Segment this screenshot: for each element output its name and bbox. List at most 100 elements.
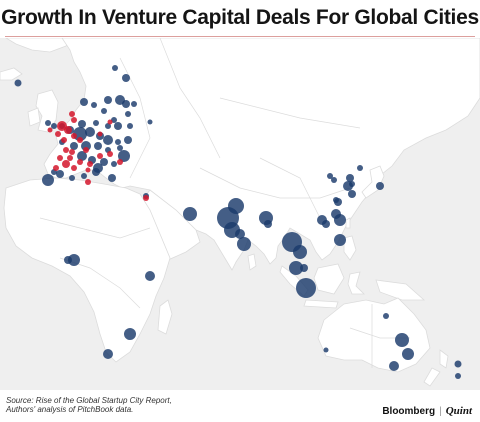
city-bubble	[322, 220, 330, 228]
city-bubble	[235, 229, 245, 239]
city-bubble-highlight	[83, 147, 89, 153]
brand-name-quint: Quint	[445, 405, 472, 417]
city-bubble-highlight	[87, 161, 93, 167]
city-bubble-highlight	[47, 127, 53, 133]
land-australia	[317, 297, 431, 373]
land-newguinea	[375, 279, 426, 301]
source-line: Authors' analysis of PitchBook data.	[6, 405, 134, 414]
city-bubble	[14, 79, 22, 87]
country-border	[199, 167, 351, 199]
brand-logo: Bloomberg | Quint	[382, 405, 472, 417]
city-bubble	[357, 165, 363, 171]
city-bubble	[68, 254, 80, 266]
land-taiwan	[345, 217, 351, 229]
city-bubble-highlight	[85, 179, 91, 185]
city-bubble	[183, 207, 197, 221]
city-bubble	[105, 123, 111, 129]
city-bubble	[395, 333, 409, 347]
city-bubble-highlight	[107, 151, 113, 157]
world-map-svg	[0, 38, 480, 390]
city-bubble	[56, 170, 64, 178]
city-bubble	[334, 234, 346, 246]
source-note: Source: Rise of the Global Startup City …	[6, 396, 172, 414]
city-bubble-highlight	[64, 126, 72, 134]
city-bubble	[454, 360, 462, 368]
land-srilanka	[247, 253, 257, 271]
city-bubble-highlight	[61, 137, 67, 143]
city-bubble-highlight	[71, 165, 77, 171]
city-bubble	[147, 119, 153, 125]
city-bubble	[103, 135, 113, 145]
land-ireland	[27, 107, 41, 127]
land-africa	[3, 177, 171, 363]
city-bubble-highlight	[143, 195, 149, 201]
city-bubble	[115, 139, 121, 145]
city-bubble	[346, 174, 354, 182]
city-bubble	[77, 151, 87, 161]
land-philippines	[343, 235, 357, 261]
city-bubble-highlight	[62, 160, 70, 168]
country-border	[259, 157, 321, 219]
city-bubble	[103, 349, 113, 359]
country-border	[159, 38, 221, 159]
city-bubble-highlight	[69, 149, 75, 155]
country-border	[219, 97, 361, 129]
city-bubble-highlight	[97, 131, 103, 137]
city-bubble	[293, 245, 307, 259]
city-bubble	[228, 198, 244, 214]
city-bubble	[376, 182, 384, 190]
city-bubble	[122, 74, 130, 82]
brand-separator: |	[439, 406, 442, 417]
city-bubble	[92, 168, 100, 176]
land-greenland	[5, 38, 73, 53]
city-bubble-highlight	[107, 119, 113, 125]
city-bubble-highlight	[85, 167, 91, 173]
city-bubble	[331, 177, 337, 183]
city-bubble-highlight	[71, 117, 77, 123]
country-border	[39, 217, 151, 239]
city-bubble	[114, 122, 122, 130]
city-bubble	[349, 181, 355, 187]
city-bubble	[402, 348, 414, 360]
city-bubble	[145, 271, 155, 281]
city-bubble-highlight	[117, 159, 123, 165]
land-borneo	[313, 263, 345, 295]
city-bubble	[101, 108, 107, 114]
land-eurasia	[43, 38, 480, 271]
city-bubble	[85, 127, 95, 137]
city-bubble-highlight	[53, 165, 59, 171]
land-japan	[361, 165, 385, 199]
city-bubble	[127, 123, 133, 129]
land-sulawesi	[347, 271, 365, 295]
city-bubble-highlight	[55, 131, 61, 137]
city-bubble	[45, 120, 51, 126]
city-bubble	[91, 102, 97, 108]
city-bubble	[389, 361, 399, 371]
city-bubble	[42, 174, 54, 186]
city-bubble	[237, 237, 251, 251]
city-bubble	[383, 313, 389, 319]
city-bubble	[111, 161, 117, 167]
city-bubble-highlight	[67, 155, 73, 161]
land-newzealand-south	[423, 367, 441, 387]
city-bubble-highlight	[69, 111, 75, 117]
city-bubble	[104, 96, 112, 104]
city-bubbles	[14, 65, 462, 379]
city-bubble	[81, 173, 87, 179]
land-java	[303, 299, 339, 309]
city-bubble	[296, 278, 316, 298]
city-bubble	[264, 220, 272, 228]
city-bubble	[131, 101, 137, 107]
city-bubble	[124, 328, 136, 340]
city-bubble	[51, 123, 57, 129]
city-bubble	[333, 197, 339, 203]
city-bubble	[124, 136, 132, 144]
city-bubble-highlight	[77, 159, 83, 165]
city-bubble	[289, 261, 303, 275]
chart-title: Growth In Venture Capital Deals For Glob…	[1, 6, 479, 29]
city-bubble	[78, 120, 86, 128]
land-madagascar	[157, 299, 173, 335]
city-bubble	[125, 111, 131, 117]
city-bubble	[348, 190, 356, 198]
